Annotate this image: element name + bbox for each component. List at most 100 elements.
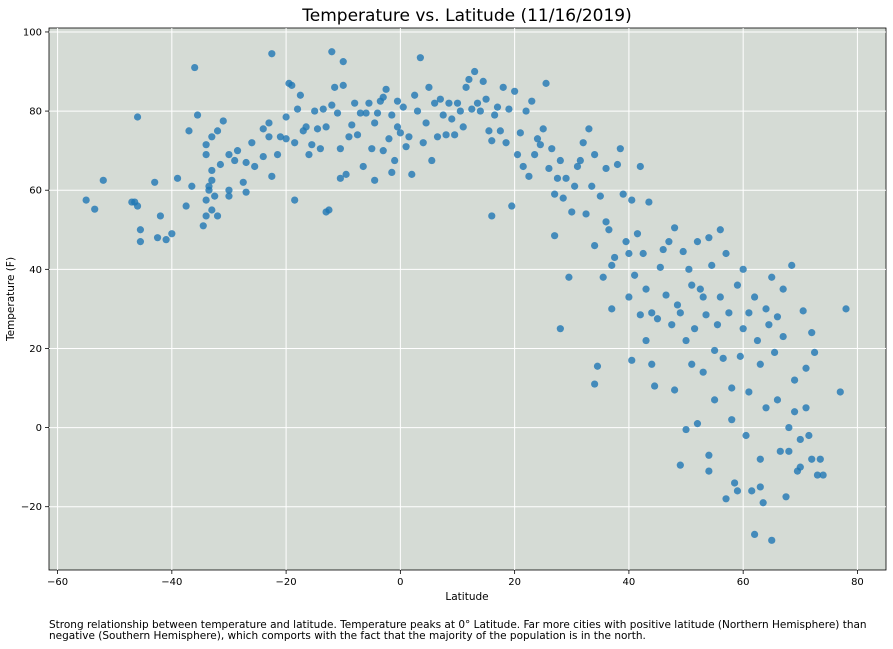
data-point (750, 293, 759, 301)
y-tick-label: 60 (29, 186, 42, 197)
data-point (416, 54, 424, 62)
data-point (496, 127, 504, 135)
data-point (576, 156, 584, 165)
data-point (705, 451, 713, 459)
data-point (422, 119, 430, 127)
data-point (473, 99, 482, 107)
data-point (625, 293, 633, 301)
x-tick-label: 20 (508, 577, 521, 588)
data-point (459, 123, 467, 131)
data-point (568, 208, 576, 216)
data-point (202, 150, 210, 159)
x-tick-label: 80 (851, 577, 864, 588)
data-point (442, 131, 450, 139)
data-point (313, 125, 322, 133)
data-point (225, 186, 233, 194)
data-point (185, 127, 193, 135)
data-point (273, 150, 282, 159)
data-point (616, 145, 624, 153)
data-point (556, 156, 564, 165)
data-point (305, 150, 313, 159)
data-point (745, 388, 753, 396)
data-point (599, 273, 607, 281)
data-point (239, 178, 247, 186)
data-point (682, 425, 690, 434)
data-point (571, 182, 579, 190)
data-point (705, 234, 713, 242)
data-point (582, 210, 590, 218)
data-point (82, 196, 90, 204)
data-point (693, 238, 702, 246)
data-point (816, 455, 824, 463)
data-point (471, 67, 479, 76)
data-point (433, 133, 442, 141)
data-point (750, 530, 759, 538)
data-point (702, 311, 710, 319)
data-point (768, 536, 776, 544)
data-point (445, 99, 453, 107)
data-point (348, 121, 356, 129)
y-axis-ticks: −20 0 20 40 60 80 100 (21, 27, 49, 513)
data-point (448, 115, 456, 123)
data-point (536, 141, 544, 149)
data-point (673, 301, 682, 309)
x-tick-label: −20 (276, 577, 297, 588)
data-point (768, 273, 776, 281)
data-point (653, 315, 662, 323)
data-point (531, 150, 539, 159)
y-tick-label: 100 (23, 27, 42, 38)
chart-title: Temperature vs. Latitude (11/16/2019) (301, 6, 631, 26)
data-point (248, 139, 256, 147)
data-point (745, 309, 753, 317)
data-point (656, 263, 664, 271)
data-point (319, 105, 327, 113)
data-point (402, 143, 410, 151)
plot-area (48, 27, 887, 571)
data-point (333, 109, 342, 117)
data-point (790, 376, 799, 384)
data-point (393, 123, 402, 131)
data-point (602, 164, 610, 173)
data-point (388, 111, 396, 119)
data-point (162, 236, 170, 244)
data-point (645, 198, 653, 206)
grid-lines (49, 28, 886, 570)
data-point (396, 129, 404, 137)
data-point (282, 135, 290, 143)
data-point (99, 176, 107, 184)
data-point (153, 234, 162, 242)
data-point (193, 111, 202, 119)
data-point (205, 182, 213, 190)
data-point (513, 150, 522, 159)
data-point (208, 166, 216, 175)
data-point (213, 212, 222, 220)
data-point (519, 162, 527, 171)
data-point (553, 174, 562, 182)
data-point (276, 133, 284, 141)
data-point (799, 307, 807, 315)
data-point (733, 281, 742, 289)
data-point (756, 483, 764, 491)
data-point (539, 125, 547, 133)
data-point (302, 123, 310, 131)
data-point (259, 125, 267, 133)
data-point (379, 93, 387, 101)
data-point (208, 206, 216, 214)
data-point (782, 493, 790, 501)
data-point (565, 273, 573, 281)
data-point (679, 247, 687, 256)
data-point (728, 416, 736, 424)
y-axis-label: Temperature (F) (5, 257, 17, 342)
data-point (813, 471, 822, 479)
data-point (502, 139, 510, 147)
data-point (456, 107, 464, 115)
y-tick-label: 80 (29, 107, 42, 118)
data-point (562, 174, 570, 182)
data-point (688, 360, 696, 368)
data-point (685, 265, 693, 273)
data-point (548, 145, 556, 153)
data-point (585, 125, 593, 133)
data-point (265, 133, 273, 141)
data-point (728, 384, 736, 392)
data-point (805, 431, 813, 440)
